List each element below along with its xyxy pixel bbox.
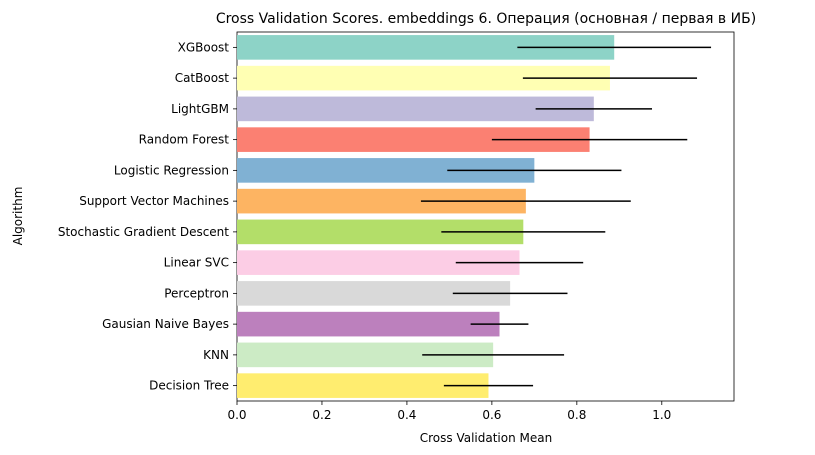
error-bars [420, 46, 712, 387]
y-tick-label-3: Random Forest [139, 133, 230, 147]
bars [237, 35, 615, 398]
y-tick-label-11: Decision Tree [149, 379, 229, 393]
y-tick-labels: XGBoost CatBoost LightGBM Random Forest Logi… [58, 40, 237, 393]
y-tick-label-1: CatBoost [175, 71, 230, 85]
x-tick-label-5: 1.0 [652, 408, 671, 422]
y-axis-label: Algorithm [11, 187, 25, 246]
bar-9 [237, 311, 500, 337]
x-tick-label-4: 0.8 [567, 408, 586, 422]
y-tick-label-4: Logistic Regression [114, 163, 229, 177]
y-tick-label-7: Linear SVC [164, 256, 229, 270]
axes-frame [236, 31, 735, 402]
x-tick-label-0: 0.0 [227, 408, 246, 422]
y-tick-label-10: KNN [203, 348, 229, 362]
y-tick-label-9: Gausian Naive Bayes [102, 317, 229, 331]
plot-area [236, 31, 735, 402]
x-tick-label-2: 0.4 [397, 408, 416, 422]
y-tick-label-6: Stochastic Gradient Descent [58, 225, 229, 239]
x-tick-label-1: 0.2 [312, 408, 331, 422]
bar-2 [237, 96, 594, 122]
y-tick-label-2: LightGBM [171, 102, 229, 116]
x-tick-label-3: 0.6 [482, 408, 501, 422]
x-axis-label: Cross Validation Mean [420, 431, 552, 445]
x-tick-labels: 0.0 0.2 0.4 0.6 0.8 1.0 [227, 401, 671, 422]
y-tick-label-8: Perceptron [164, 286, 229, 300]
y-tick-label-5: Support Vector Machines [79, 194, 229, 208]
y-tick-label-0: XGBoost [178, 40, 230, 54]
chart-title: Cross Validation Scores. embeddings 6. О… [216, 11, 756, 27]
